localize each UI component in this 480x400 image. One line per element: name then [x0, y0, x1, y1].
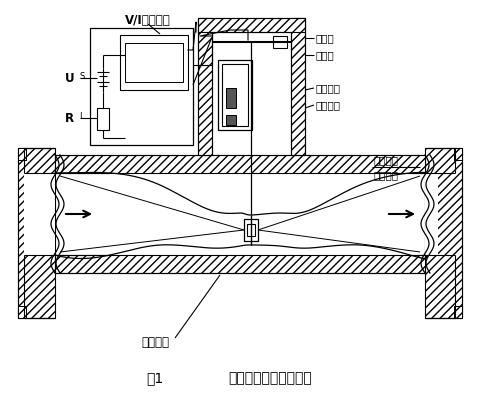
Text: 文丘里管: 文丘里管 — [141, 336, 169, 350]
Bar — [18, 148, 26, 160]
Bar — [218, 60, 252, 130]
Bar — [55, 255, 425, 273]
Bar — [454, 148, 462, 160]
Text: 悬臂架: 悬臂架 — [315, 33, 334, 43]
Bar — [120, 35, 188, 90]
Text: L: L — [79, 112, 84, 121]
Bar — [425, 173, 438, 255]
Text: 图1: 图1 — [146, 371, 164, 385]
Text: 金属波纹: 金属波纹 — [373, 155, 398, 165]
Text: V/I转换电路: V/I转换电路 — [125, 14, 171, 26]
Bar — [226, 115, 236, 125]
Bar — [222, 64, 248, 126]
Text: U: U — [64, 72, 74, 84]
Text: R: R — [65, 112, 74, 124]
Bar — [273, 36, 287, 48]
Bar — [226, 88, 236, 108]
Text: 永久磁钢: 永久磁钢 — [315, 83, 340, 93]
Bar — [425, 148, 462, 318]
Bar — [55, 155, 425, 173]
Bar — [90, 28, 193, 145]
Bar — [97, 108, 109, 130]
Bar — [454, 148, 462, 160]
Bar — [454, 306, 462, 318]
Text: 应变片: 应变片 — [315, 50, 334, 60]
Bar — [198, 18, 212, 155]
Bar — [18, 306, 26, 318]
Text: 弹性膜片: 弹性膜片 — [373, 170, 398, 180]
Bar — [247, 224, 255, 236]
Bar — [24, 173, 55, 255]
Text: S: S — [80, 72, 85, 81]
Bar — [125, 43, 183, 82]
Text: 反馈动圈: 反馈动圈 — [315, 100, 340, 110]
Text: 流量变送器结构原理图: 流量变送器结构原理图 — [228, 371, 312, 385]
Bar — [18, 148, 55, 318]
Bar — [18, 148, 26, 160]
Bar — [454, 306, 462, 318]
Bar — [291, 18, 305, 155]
Bar — [18, 306, 26, 318]
Bar — [244, 219, 258, 241]
Bar — [198, 18, 305, 32]
